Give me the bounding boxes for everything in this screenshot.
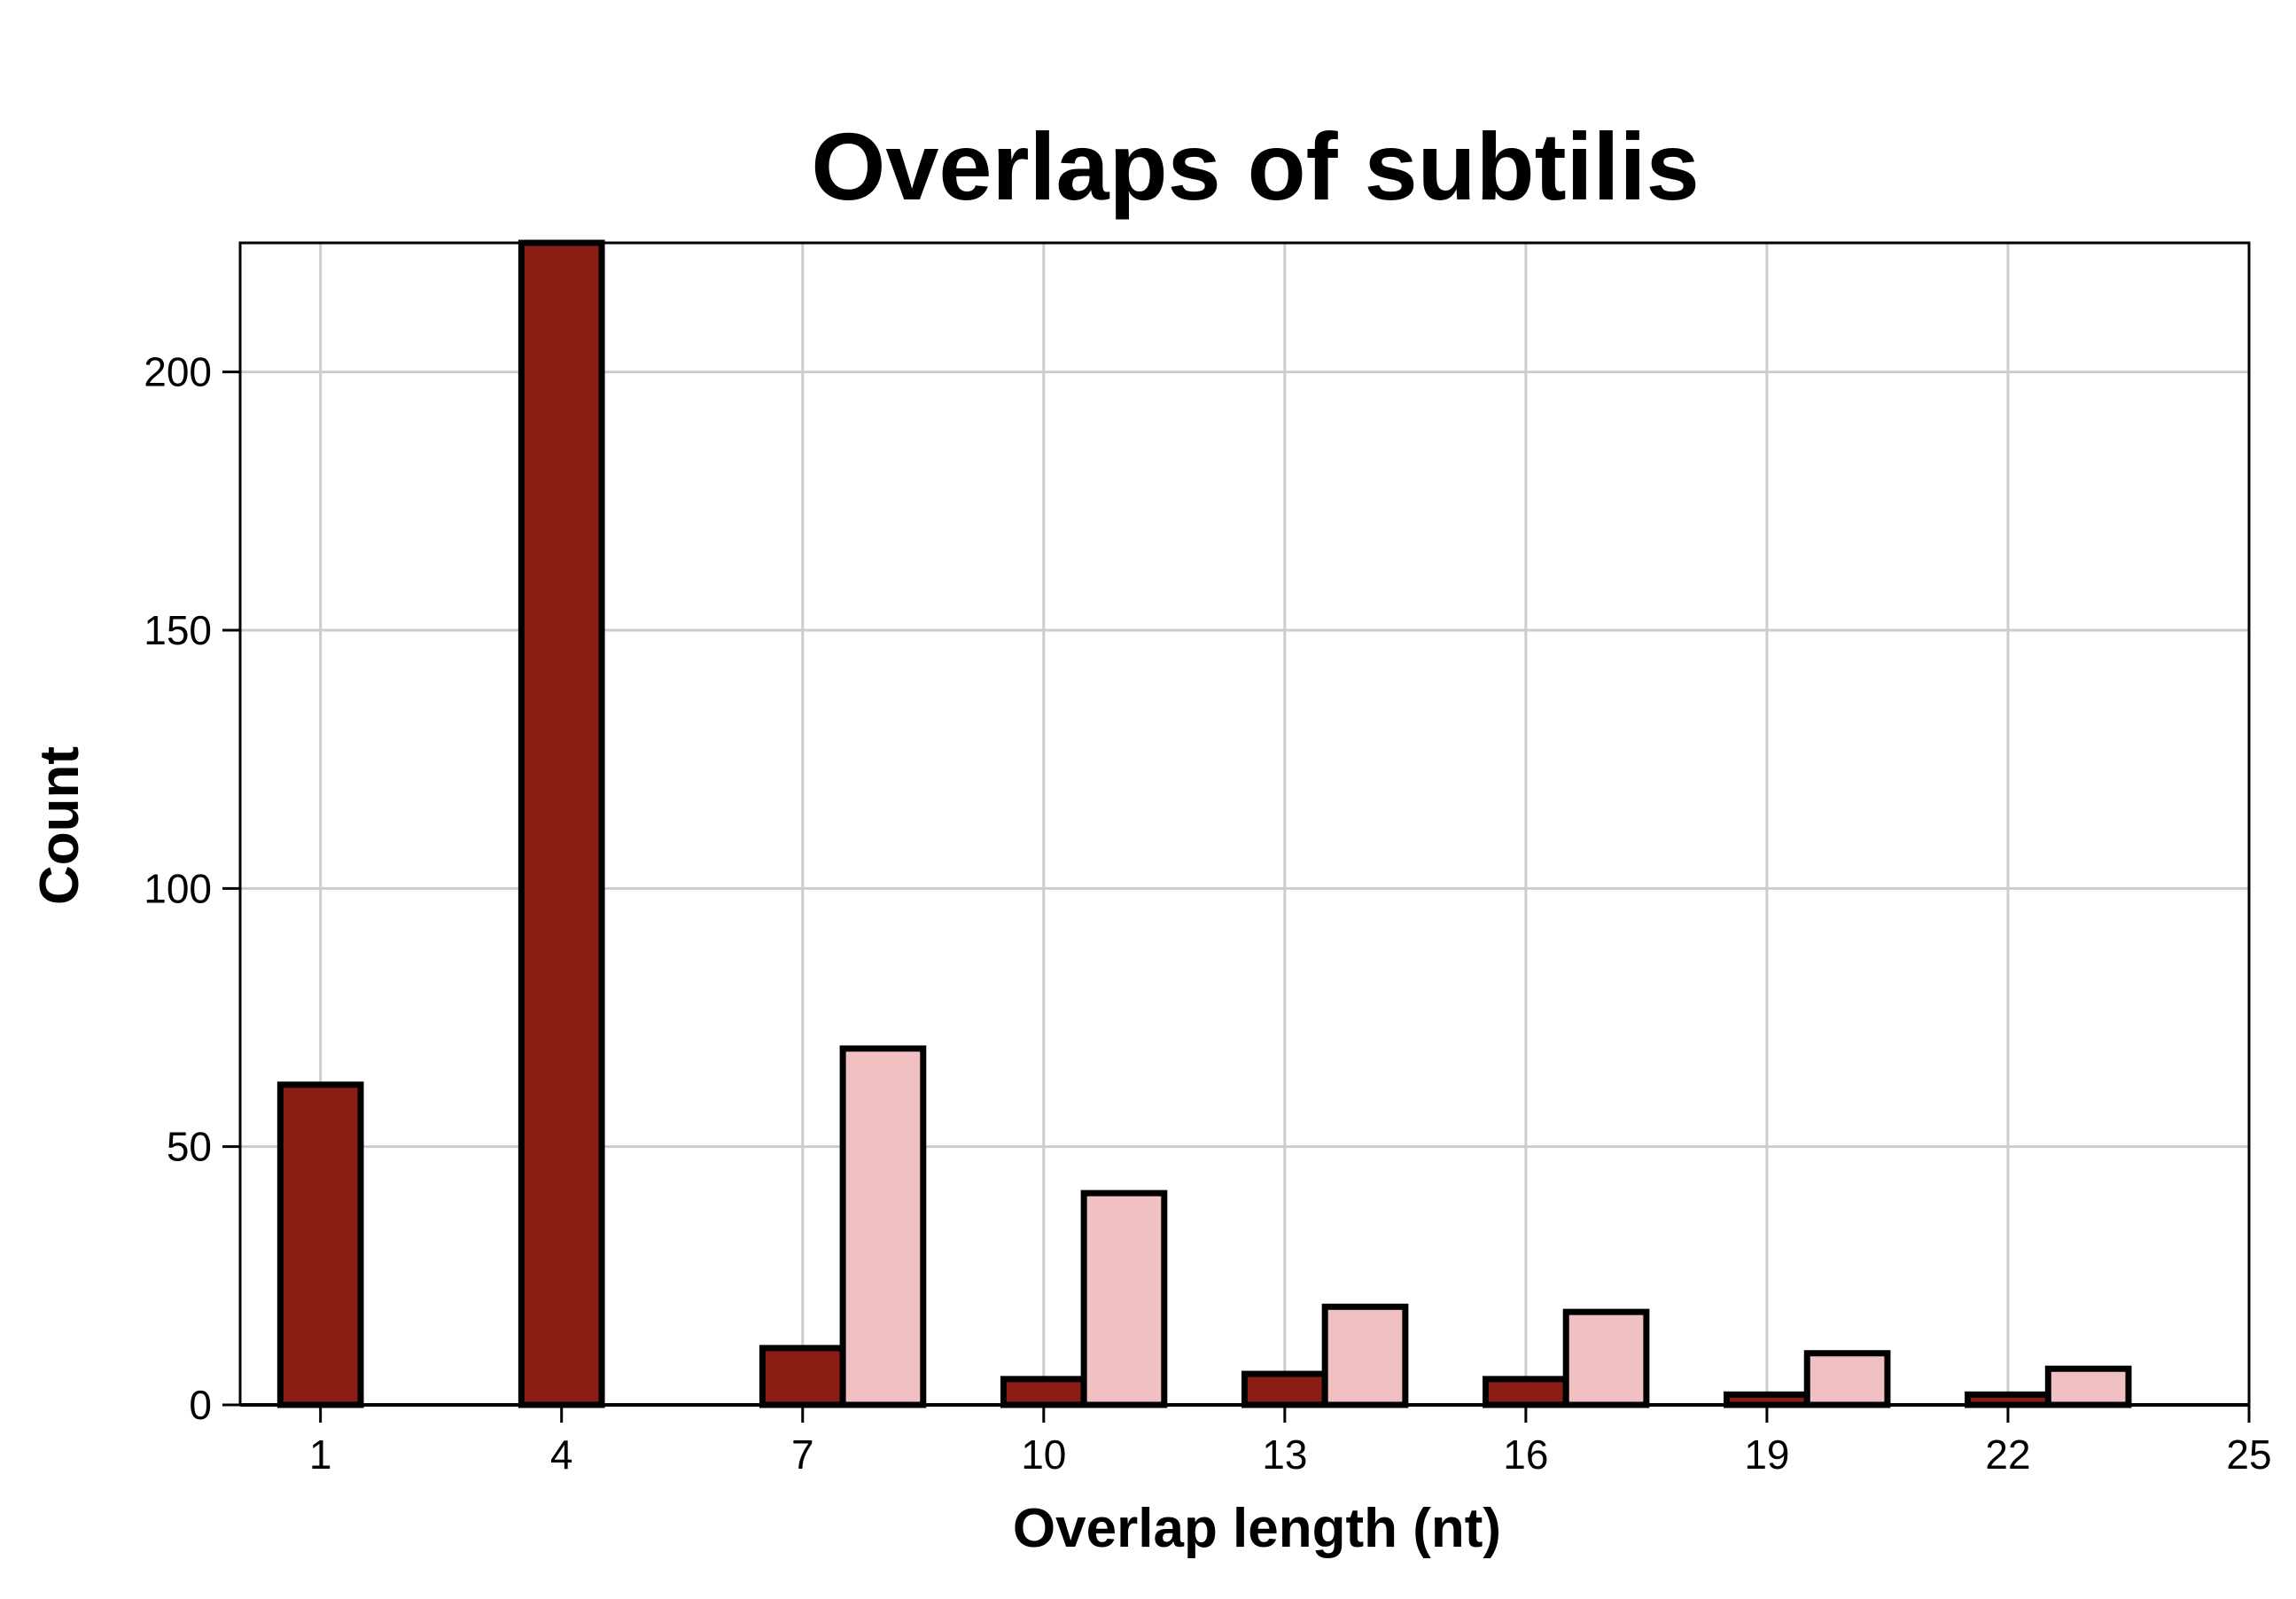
y-tick-label: 150: [144, 607, 212, 653]
x-tick-label: 1: [309, 1431, 332, 1478]
x-tick-label: 16: [1503, 1431, 1548, 1478]
bar-series-2-x17: [1566, 1312, 1646, 1405]
x-tick-label: 19: [1744, 1431, 1789, 1478]
chart-title: Overlaps of subtilis: [811, 113, 1699, 220]
x-tick-label: 25: [2226, 1431, 2271, 1478]
x-axis-title: Overlap length (nt): [1013, 1498, 1501, 1559]
bar-series-2-x23: [2048, 1369, 2129, 1405]
bar-series-1-x1: [280, 1085, 361, 1405]
bar-series-1-x4: [521, 243, 602, 1405]
y-tick-label: 200: [144, 349, 212, 395]
y-tick-label: 50: [167, 1124, 212, 1170]
bar-series-2-x11: [1084, 1193, 1164, 1405]
bar-series-2-x20: [1807, 1353, 1887, 1405]
bar-series-1-x7: [762, 1348, 843, 1405]
x-tick-label: 7: [791, 1431, 814, 1478]
x-tick-label: 10: [1021, 1431, 1066, 1478]
bar-series-2-x14: [1325, 1306, 1405, 1405]
bar-series-2-x8: [843, 1049, 923, 1405]
y-tick-label: 0: [189, 1382, 212, 1428]
bar-series-1-x10: [1003, 1379, 1084, 1405]
x-tick-label: 13: [1262, 1431, 1307, 1478]
y-tick-label: 100: [144, 865, 212, 911]
bar-series-1-x16: [1486, 1379, 1567, 1405]
y-axis-title: Count: [29, 746, 90, 905]
x-tick-label: 22: [1985, 1431, 2030, 1478]
bar-series-1-x13: [1245, 1374, 1326, 1405]
x-tick-label: 4: [550, 1431, 573, 1478]
